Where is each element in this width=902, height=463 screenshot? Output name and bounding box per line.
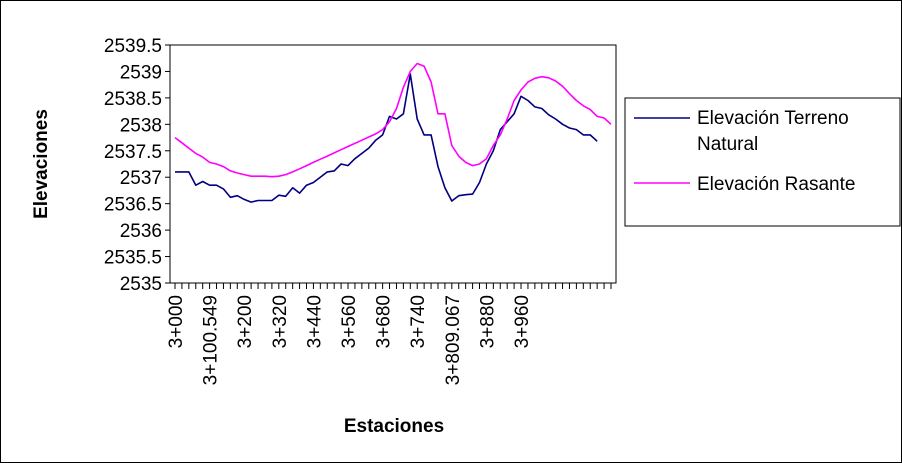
series-lines <box>174 62 612 203</box>
x-tick-label: 3+200 <box>235 295 256 348</box>
y-tick-label: 2538 <box>120 115 162 136</box>
legend-label-terreno-line2: Natural <box>697 134 758 155</box>
x-tick-label: 3+960 <box>512 295 533 348</box>
x-axis-ticks: 3+000 3+100.549 3+200 3+320 3+440 3+560 3+680 3… <box>166 283 612 385</box>
x-tick-label: 3+680 <box>374 295 395 348</box>
y-tick-label: 2539.5 <box>104 36 162 57</box>
series-line-1 <box>174 62 612 178</box>
legend: Elevación Terreno Natural Elevación Rasa… <box>624 97 901 227</box>
y-tick-label: 2537 <box>120 168 162 189</box>
x-tick-label: 3+100.549 <box>201 295 222 385</box>
y-axis-title: Elevaciones <box>31 109 52 219</box>
legend-label-terreno: Elevación Terreno Natural <box>697 108 854 155</box>
x-tick-label: 3+560 <box>339 295 360 348</box>
x-tick-label: 3+740 <box>408 295 429 348</box>
legend-box <box>624 97 901 227</box>
legend-label-rasante: Elevación Rasante <box>697 174 855 195</box>
legend-label-terreno-line1: Elevación Terreno <box>697 108 849 129</box>
y-axis-ticks: 2535 2535.5 2536 2536.5 2537 2537.5 2538 2538.5… <box>104 36 170 295</box>
y-tick-label: 2535 <box>120 274 162 295</box>
y-tick-label: 2538.5 <box>104 89 162 110</box>
x-tick-label: 3+320 <box>270 295 291 348</box>
y-tick-label: 2536.5 <box>104 195 162 216</box>
x-tick-label: 3+880 <box>477 295 498 348</box>
y-tick-label: 2535.5 <box>104 248 162 269</box>
y-tick-label: 2539 <box>120 62 162 83</box>
y-tick-label: 2536 <box>120 221 162 242</box>
x-tick-label: 3+000 <box>166 295 187 348</box>
plot-area <box>169 44 617 284</box>
y-tick-label: 2537.5 <box>104 142 162 163</box>
x-tick-label: 3+440 <box>304 295 325 348</box>
x-axis-title: Estaciones <box>344 416 444 437</box>
x-tick-label: 3+809.067 <box>443 295 464 385</box>
